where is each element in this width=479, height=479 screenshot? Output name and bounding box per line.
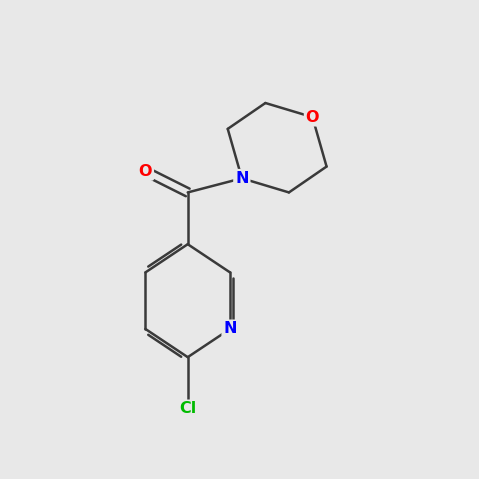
Text: N: N: [235, 171, 249, 186]
Text: N: N: [223, 321, 237, 336]
Text: O: O: [138, 164, 152, 179]
Text: Cl: Cl: [179, 401, 196, 416]
Text: O: O: [306, 110, 319, 125]
